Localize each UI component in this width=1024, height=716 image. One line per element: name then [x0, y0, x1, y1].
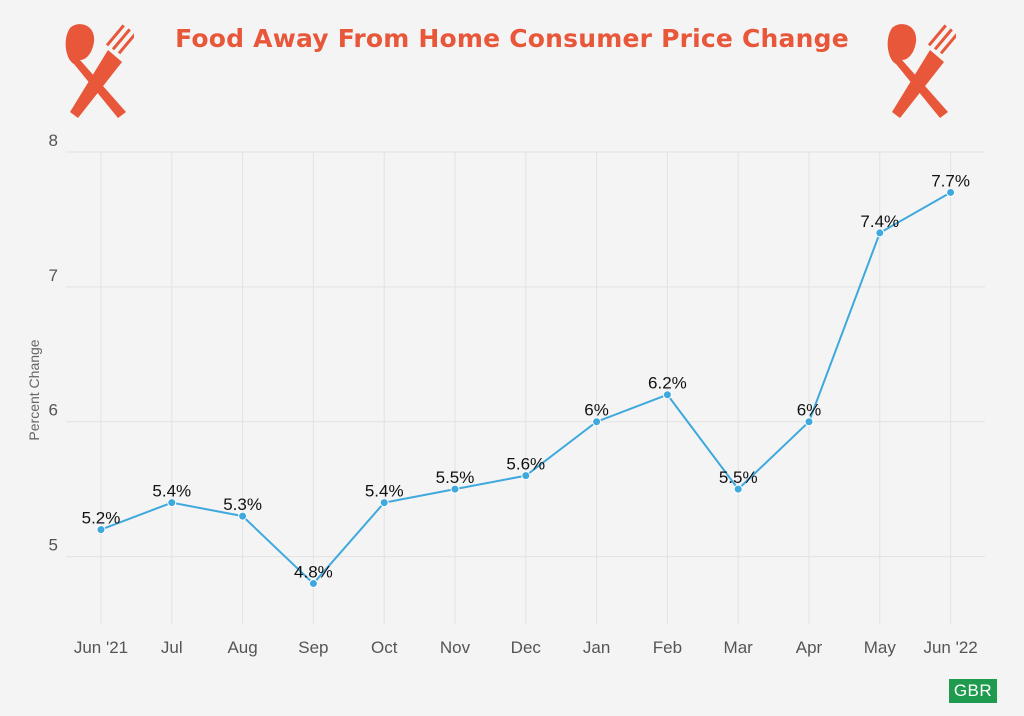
spoon-fork-icon [65, 24, 134, 118]
data-label: 5.2% [82, 509, 121, 528]
data-label: 4.8% [294, 563, 333, 582]
x-tick-label: Apr [796, 638, 823, 657]
y-tick-label: 5 [49, 536, 58, 555]
data-point [804, 417, 814, 427]
data-point [521, 471, 531, 481]
data-label: 5.6% [506, 455, 545, 474]
x-tick-label: Aug [227, 638, 257, 657]
data-label: 6.2% [648, 374, 687, 393]
data-point [733, 484, 743, 494]
y-tick-label: 6 [49, 401, 58, 420]
x-tick-label: Nov [440, 638, 471, 657]
x-tick-label: Jul [161, 638, 183, 657]
data-label: 5.5% [436, 468, 475, 487]
data-point [167, 498, 177, 508]
x-tick-label: Feb [653, 638, 682, 657]
y-tick-label: 7 [49, 266, 58, 285]
data-label: 5.5% [719, 468, 758, 487]
data-label: 5.4% [152, 482, 191, 501]
data-point [379, 498, 389, 508]
chart-title: Food Away From Home Consumer Price Chang… [175, 24, 849, 53]
data-label: 6% [797, 401, 822, 420]
x-tick-label: May [864, 638, 897, 657]
gbr-badge: GBR [949, 679, 997, 703]
x-tick-label: Mar [724, 638, 754, 657]
data-point [662, 390, 672, 400]
data-point [238, 511, 248, 521]
spoon-fork-icon [887, 24, 956, 118]
data-point [875, 228, 885, 238]
y-tick-label: 8 [49, 131, 58, 150]
x-tick-label: Jan [583, 638, 610, 657]
data-point [96, 525, 106, 535]
data-point [592, 417, 602, 427]
x-tick-label: Jun '21 [74, 638, 128, 657]
x-tick-label: Oct [371, 638, 398, 657]
x-tick-label: Jun '22 [923, 638, 977, 657]
x-tick-label: Dec [511, 638, 542, 657]
x-tick-label: Sep [298, 638, 328, 657]
data-label: 5.4% [365, 482, 404, 501]
data-point [450, 484, 460, 494]
data-point [946, 187, 956, 197]
data-point [308, 579, 318, 589]
data-label: 6% [584, 401, 609, 420]
data-label: 5.3% [223, 495, 262, 514]
data-label: 7.7% [931, 171, 970, 190]
data-label: 7.4% [860, 212, 899, 231]
